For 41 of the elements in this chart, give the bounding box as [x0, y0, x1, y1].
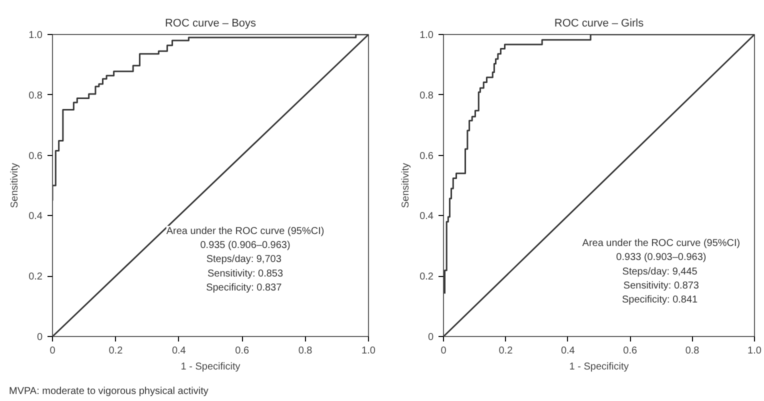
x-tick-label: 0.2: [498, 346, 514, 356]
x-tick-label: 0.8: [298, 346, 313, 356]
annotation: 0.933 (0.903–0.963): [616, 252, 706, 264]
y-tick-label: 0.6: [28, 150, 43, 162]
y-tick-label: 0.4: [420, 211, 434, 222]
y-axis-title: Sensitivity: [10, 162, 21, 208]
y-tick-label: 0.2: [28, 272, 43, 283]
annotation: Specificity: 0.837: [206, 282, 282, 294]
y-tick-label: 0.4: [28, 211, 43, 222]
annotation: Steps/day: 9,445: [622, 266, 698, 278]
x-tick-label: 0.6: [623, 346, 638, 356]
y-axis-title: Sensitivity: [400, 162, 412, 208]
x-tick-label: 0.6: [235, 346, 250, 356]
y-tick-label: 0: [428, 332, 434, 343]
annotation: Steps/day: 9,703: [206, 254, 282, 266]
x-tick-label: 0.4: [172, 346, 186, 356]
annotation: 0.935 (0.906–0.963): [200, 240, 290, 252]
chart-title: ROC curve – Girls: [554, 18, 644, 30]
x-tick-label: 0.4: [560, 346, 576, 356]
y-tick-label: 0: [36, 332, 43, 343]
annotation: Area under the ROC curve (95%CI): [166, 226, 324, 237]
y-tick-label: 0.2: [420, 272, 434, 283]
chart-title: ROC curve – Boys: [164, 18, 257, 30]
y-tick-label: 1.0: [420, 30, 434, 41]
text: MVPA: moderate to vigorous physical activity: [9, 385, 208, 399]
x-tick-label: 1.0: [362, 346, 376, 356]
annotation: Sensitivity: 0.873: [623, 280, 700, 292]
x-tick-label: 1.0: [748, 346, 762, 356]
annotation: Sensitivity: 0.853: [207, 268, 284, 280]
x-axis-title: 1 - Specificity: [569, 362, 629, 372]
x-tick-label: 0.2: [108, 346, 124, 356]
annotation: Specificity: 0.841: [622, 294, 698, 306]
annotation: Area under the ROC curve (95%CI): [582, 238, 740, 249]
x-tick-label: 0: [50, 346, 56, 356]
y-tick-label: 1.0: [28, 30, 43, 41]
y-tick-label: 0.8: [28, 90, 43, 102]
x-tick-label: 0: [440, 346, 447, 356]
x-axis-title: 1 - Specificity: [180, 362, 240, 372]
x-tick-label: 0.8: [685, 346, 700, 356]
y-tick-label: 0.8: [420, 90, 434, 102]
y-tick-label: 0.6: [420, 150, 434, 162]
